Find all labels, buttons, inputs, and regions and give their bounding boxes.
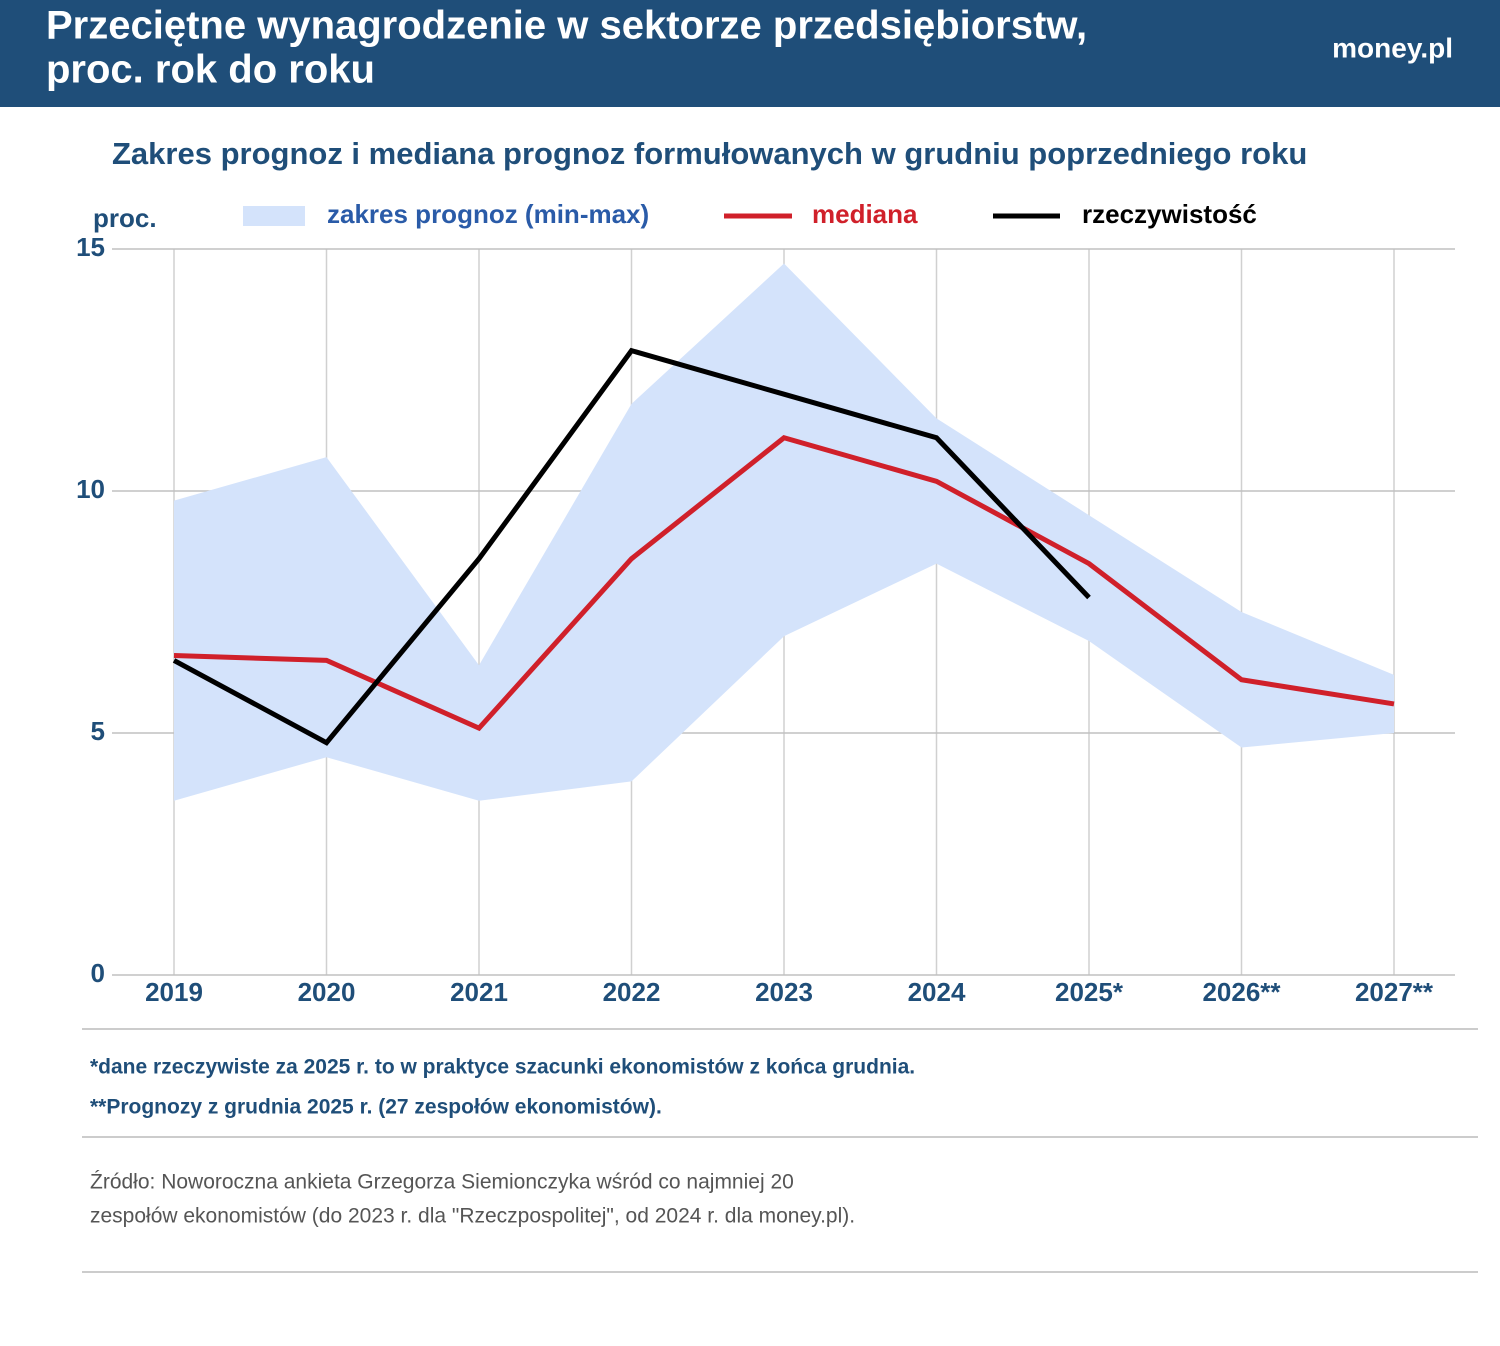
source: zespołów ekonomistów (do 2023 r. dla "Rz… (90, 1205, 855, 1228)
x-tick-label: 2021 (450, 977, 508, 1007)
title: Przeciętne wynagrodzenie w sektorze prze… (46, 4, 1087, 48)
note: **Prognozy z grudnia 2025 r. (27 zespołó… (90, 1096, 662, 1119)
legend-label: rzeczywistość (1082, 199, 1257, 229)
x-tick-label: 2024 (908, 977, 966, 1007)
note: *dane rzeczywiste za 2025 r. to w prakty… (90, 1056, 915, 1079)
x-tick-label: 2022 (603, 977, 661, 1007)
line (172, 347, 1091, 746)
source: Źródło: Noworoczna ankieta Grzegorza Sie… (90, 1171, 794, 1194)
range-area (174, 263, 1394, 801)
y-tick-label: 0 (91, 958, 105, 988)
x-tick-label: 2026** (1202, 977, 1281, 1007)
y-tick-label: 5 (91, 716, 105, 746)
x-tick-label: 2019 (145, 977, 203, 1007)
x-tick-label: 2020 (298, 977, 356, 1007)
legend-swatch (243, 206, 305, 226)
legend-label: mediana (812, 199, 918, 229)
title: proc. rok do roku (46, 48, 375, 92)
brand: money.pl (1332, 32, 1453, 63)
x-tick-label: 2023 (755, 977, 813, 1007)
x-tick-label: 2025* (1055, 977, 1124, 1007)
y-tick-label: 15 (76, 232, 105, 262)
x-tick-label: 2027** (1355, 977, 1434, 1007)
legend-label: zakres prognoz (min-max) (327, 199, 649, 229)
header-band (0, 0, 1500, 107)
subtitle: Zakres prognoz i mediana prognoz formuło… (112, 136, 1307, 171)
y-tick-label: 10 (76, 474, 105, 504)
y-axis-label: proc. (93, 203, 157, 233)
